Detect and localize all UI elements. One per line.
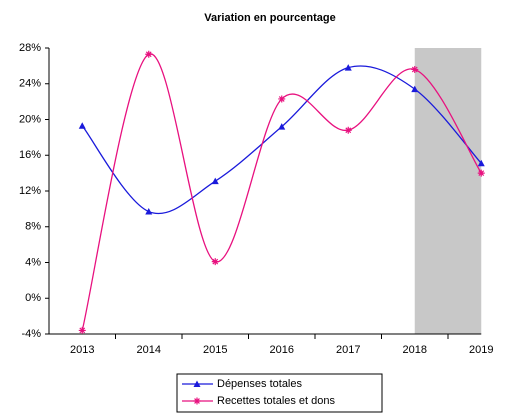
y-tick-label: -4% [21,328,41,340]
x-tick-label: 2015 [203,344,227,356]
series-line [81,53,482,331]
marker [278,95,286,103]
marker [278,123,286,130]
y-tick-label: 24% [19,78,41,90]
y-tick-label: 20% [19,113,41,125]
marker [145,208,153,215]
marker [145,50,153,58]
y-tick-label: 4% [25,256,41,268]
marker [193,397,201,405]
x-tick-label: 2019 [469,344,493,356]
y-tick-label: 28% [19,42,41,54]
x-tick-label: 2014 [137,344,161,356]
marker [477,159,485,167]
marker [411,65,419,73]
x-tick-label: 2013 [70,344,94,356]
y-tick-label: 8% [25,221,41,233]
legend-box [176,373,383,413]
y-tick-label: 16% [19,149,41,161]
legend-label: Dépenses totales [217,378,302,390]
marker [211,258,219,266]
x-tick-label: 2018 [403,344,427,356]
marker [193,380,201,387]
y-tick-label: 0% [25,292,41,304]
marker [477,169,485,177]
chart-title: Variation en pourcentage [204,12,335,24]
x-tick-label: 2016 [270,344,294,356]
marker [78,326,86,334]
y-tick-label: 12% [19,185,41,197]
marker [78,122,86,129]
legend-label: Recettes totales et dons [217,395,336,407]
marker [211,177,219,185]
marker [344,64,352,71]
marker [344,126,352,134]
x-tick-label: 2017 [336,344,360,356]
shaded-period [414,48,482,334]
marker [411,85,419,93]
